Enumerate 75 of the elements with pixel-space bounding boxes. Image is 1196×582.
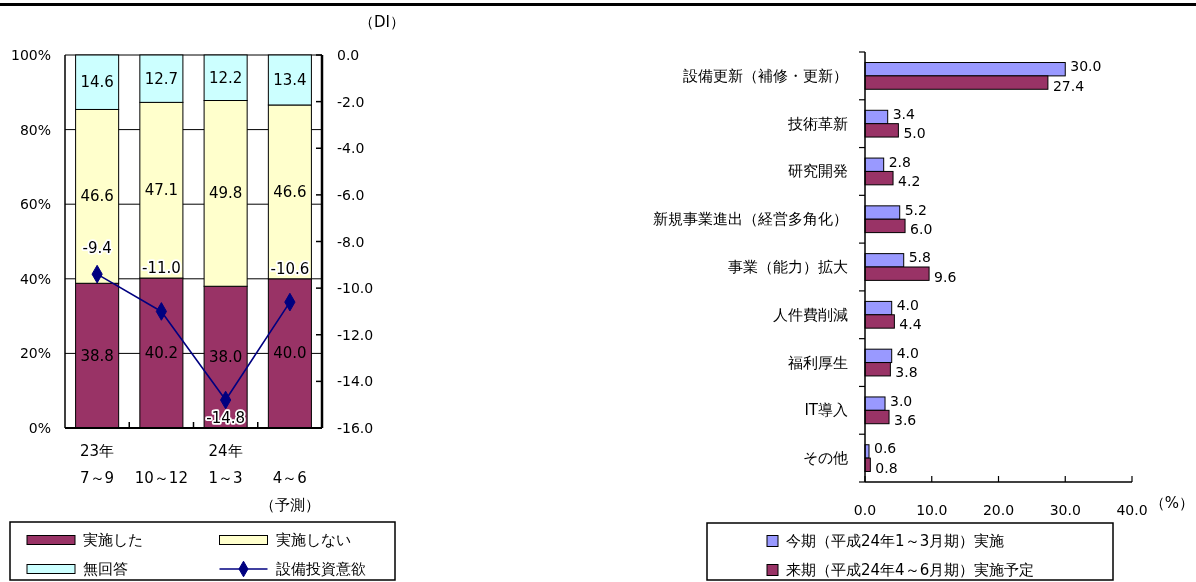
y-tick-label: 40%	[19, 270, 51, 287]
data-label: 47.1	[144, 181, 179, 200]
data-label: 27.4	[1052, 77, 1085, 94]
legend-label: 実施しない	[275, 531, 351, 549]
data-label: 0.6	[874, 440, 897, 457]
x-tick-label: 10～12	[134, 469, 188, 487]
x-axis-title: （%）	[1149, 494, 1195, 512]
data-label: 4.2	[898, 173, 921, 190]
data-label: 46.6	[80, 187, 114, 206]
data-label: 46.6	[273, 182, 307, 201]
y2-axis-title: （DI）	[359, 13, 405, 31]
data-label: 40.2	[144, 344, 179, 363]
y2-tick-label: -4.0	[337, 140, 365, 157]
y-tick-label: IT導入	[804, 401, 848, 420]
legend-label: 無回答	[83, 560, 128, 578]
data-label: 2.8	[888, 153, 911, 170]
data-label: 14.6	[80, 73, 114, 92]
data-label: -10.6	[270, 260, 310, 279]
data-label: 13.4	[273, 70, 307, 89]
y2-tick-label: -16.0	[337, 420, 374, 436]
y2-tick-label: -12.0	[337, 326, 374, 343]
data-label: 6.0	[910, 220, 933, 237]
y-tick-label: 100%	[10, 47, 51, 63]
data-label: 38.0	[208, 348, 243, 367]
x-tick-label: 24年 1～3	[208, 442, 243, 487]
y-tick-label: 設備更新（補修・更新）	[683, 66, 848, 85]
x-tick-label: 20.0	[982, 502, 1015, 518]
data-label: 3.8	[895, 364, 918, 381]
legend-label: 今期（平成24年1～3月期）実施	[786, 532, 1005, 550]
data-label: 3.6	[894, 412, 917, 429]
y-tick-label: 0%	[28, 420, 51, 436]
x-tick-label: 23年 7～9	[80, 442, 115, 487]
data-label: 3.0	[890, 392, 913, 409]
data-label: 5.0	[903, 125, 926, 142]
y2-tick-label: -14.0	[337, 373, 374, 390]
y-tick-label: 福利厚生	[788, 353, 848, 372]
y-tick-label: 80%	[19, 121, 51, 138]
data-label: 12.7	[144, 69, 179, 88]
data-label: 3.4	[892, 105, 916, 122]
y2-tick-label: -2.0	[337, 93, 365, 110]
y2-tick-label: -6.0	[337, 186, 365, 203]
data-label: 49.8	[208, 184, 243, 203]
y-tick-label: 研究開発	[788, 162, 848, 181]
data-label: 38.8	[80, 346, 114, 365]
data-label: -9.4	[82, 239, 112, 258]
x-tick-label: 10.0	[916, 502, 948, 518]
y2-tick-label: -10.0	[337, 280, 374, 297]
x-tick-label: 0.0	[853, 502, 877, 518]
data-label: -14.8	[206, 409, 246, 428]
data-label: 30.0	[1070, 58, 1102, 75]
data-label: 5.8	[908, 249, 931, 266]
data-label: 9.6	[934, 268, 957, 285]
data-label: 5.2	[904, 201, 927, 218]
y2-tick-label: -8.0	[337, 233, 365, 250]
data-label: 4.0	[896, 344, 919, 361]
y-tick-label: 技術革新	[787, 114, 848, 133]
y-tick-label: 人件費削減	[773, 305, 848, 324]
data-label: 4.0	[896, 297, 919, 314]
legend-label: 実施した	[83, 531, 143, 549]
y-tick-label: 20%	[19, 345, 51, 362]
data-label: 4.4	[899, 316, 922, 333]
y-tick-label: 60%	[19, 196, 51, 213]
y2-tick-label: 0.0	[337, 47, 360, 63]
y-tick-label: その他	[803, 449, 848, 468]
legend-label: 設備投資意欲	[275, 560, 366, 578]
x-tick-label: 4～6 （予測）	[259, 469, 320, 514]
y-tick-label: 新規事業進出（経営多角化）	[653, 210, 848, 229]
data-label: 40.0	[273, 344, 307, 363]
x-tick-label: 40.0	[1116, 502, 1148, 518]
data-label: -11.0	[141, 259, 181, 278]
data-label: 12.2	[208, 68, 243, 87]
legend-label: 来期（平成24年4～6月期）実施予定	[786, 561, 1035, 579]
x-tick-label: 30.0	[1049, 502, 1081, 518]
y-tick-label: 事業（能力）拡大	[728, 258, 848, 276]
data-label: 0.8	[875, 459, 898, 476]
